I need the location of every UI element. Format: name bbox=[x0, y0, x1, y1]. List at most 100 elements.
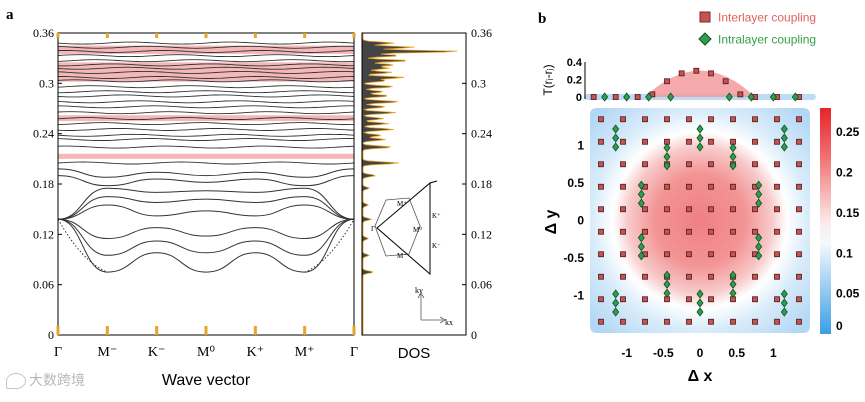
profile-y-axis: 0 0.2 0.4 bbox=[567, 57, 586, 104]
interlayer-marker-0-1 bbox=[598, 296, 604, 303]
intralayer-marker-11-1 bbox=[780, 133, 788, 143]
interlayer-marker-8-6 bbox=[774, 183, 780, 190]
intralayer-marker-13-0 bbox=[780, 307, 788, 317]
legend-intralayer-marker bbox=[698, 32, 712, 46]
flat-band-21 bbox=[57, 45, 355, 49]
k-point-marker-top-5 bbox=[303, 33, 307, 38]
k-point-marker-5 bbox=[303, 326, 307, 335]
interlayer-marker-1-1 bbox=[620, 296, 626, 303]
interlayer-marker-0-5 bbox=[598, 206, 604, 213]
heatmap-markers bbox=[598, 116, 802, 325]
heatmap-field bbox=[590, 108, 810, 333]
interlayer-marker-8-3 bbox=[774, 251, 780, 258]
interlayer-marker-2-8 bbox=[642, 138, 648, 145]
profile-interlayer-point-4 bbox=[664, 78, 670, 85]
heatmap-x-tick-label-1: -0.5 bbox=[653, 346, 674, 360]
interlayer-marker-4-4 bbox=[686, 228, 692, 235]
flat-band-18 bbox=[57, 59, 355, 63]
intralayer-marker-4-2 bbox=[755, 180, 763, 190]
dos-y-tick-label-3: 0.18 bbox=[471, 177, 492, 191]
heatmap-y-axis-label: Δ y bbox=[543, 209, 560, 234]
intralayer-marker-10-1 bbox=[612, 133, 620, 143]
interlayer-marker-4-3 bbox=[686, 251, 692, 258]
flat-band-10 bbox=[57, 94, 355, 98]
colorbar-tick-label-5: 0 bbox=[836, 319, 843, 333]
flat-band-17 bbox=[57, 63, 355, 67]
intralayer-marker-3-1 bbox=[637, 189, 645, 199]
flat-band-4 bbox=[57, 128, 355, 131]
flat-band-8 bbox=[57, 105, 354, 109]
intralayer-marker-6-2 bbox=[755, 233, 763, 243]
bz-hexagon bbox=[374, 197, 421, 257]
interlayer-marker-5-4 bbox=[708, 228, 714, 235]
profile-y-tick-label-2: 0.4 bbox=[567, 57, 583, 69]
colorbar-tick-label-4: 0.05 bbox=[836, 287, 860, 301]
k-point-label-2: K⁻ bbox=[148, 345, 166, 360]
band-k-axis: Γ M⁻ K⁻ M⁰ K⁺ M⁺ Γ bbox=[54, 33, 358, 360]
interlayer-marker-5-3 bbox=[708, 251, 714, 258]
interlayer-marker-4-2 bbox=[686, 273, 692, 280]
intralayer-marker-4-0 bbox=[755, 198, 763, 208]
heatmap-y-tick-label-3: -0.5 bbox=[563, 251, 584, 265]
heatmap-x-axis-label: Δ x bbox=[688, 368, 713, 385]
interlayer-marker-2-2 bbox=[642, 273, 648, 280]
band-y-tick-label-2: 0.12 bbox=[33, 227, 54, 241]
interlayer-marker-7-5 bbox=[752, 206, 758, 213]
interlayer-marker-0-9 bbox=[598, 116, 604, 123]
intralayer-marker-11-0 bbox=[780, 142, 788, 152]
band-lines bbox=[57, 41, 355, 273]
intralayer-marker-10-2 bbox=[612, 124, 620, 134]
interlayer-marker-6-5 bbox=[730, 206, 736, 213]
profile-interlayer-point-0 bbox=[590, 94, 597, 100]
dos-y-tick-label-2: 0.12 bbox=[471, 227, 492, 241]
interlayer-marker-4-1 bbox=[686, 296, 692, 303]
dos-y-axis: 0 0.06 0.12 0.18 0.24 0.3 0.36 bbox=[462, 26, 492, 342]
k-point-label-6: Γ bbox=[350, 345, 358, 360]
interlayer-marker-0-0 bbox=[598, 318, 604, 325]
intralayer-marker-2-0 bbox=[729, 161, 737, 171]
intralayer-marker-3-2 bbox=[637, 180, 645, 190]
profile-intralayer-point-4 bbox=[725, 92, 733, 102]
colorbar-ticks: 0.25 0.2 0.15 0.1 0.05 0 bbox=[836, 125, 860, 333]
interlayer-marker-8-0 bbox=[774, 318, 780, 325]
flat-band-2 bbox=[57, 138, 355, 141]
panel-b-label: b bbox=[538, 11, 546, 27]
profile-intralayer-point-6 bbox=[769, 92, 777, 102]
interlayer-marker-8-2 bbox=[774, 273, 780, 280]
interlayer-marker-5-6 bbox=[708, 183, 714, 190]
intralayer-marker-8-1 bbox=[696, 298, 704, 308]
shaded-band-3 bbox=[58, 45, 354, 54]
interlayer-marker-1-6 bbox=[620, 183, 626, 190]
interlayer-marker-0-8 bbox=[598, 138, 604, 145]
panel-a-label: a bbox=[6, 7, 14, 23]
inset-label-kx: kx bbox=[445, 318, 453, 327]
intralayer-marker-3-0 bbox=[637, 198, 645, 208]
interlayer-marker-4-8 bbox=[686, 138, 692, 145]
flat-band-16 bbox=[57, 66, 355, 70]
heatmap-y-tick-label-2: 0 bbox=[577, 214, 584, 228]
flat-band-12 bbox=[57, 85, 355, 89]
interlayer-marker-1-3 bbox=[620, 251, 626, 258]
coupling-profile-chart: 0 0.2 0.4 T(rᵢ-rⱼ) bbox=[541, 57, 816, 104]
k-point-marker-3 bbox=[204, 326, 208, 335]
interlayer-marker-3-6 bbox=[664, 183, 670, 190]
dispersive-band-6 bbox=[57, 175, 355, 187]
band-y-tick-label-5: 0.3 bbox=[39, 76, 54, 90]
intralayer-marker-5-2 bbox=[637, 233, 645, 243]
colorbar-tick-label-1: 0.2 bbox=[836, 166, 853, 180]
k-point-marker-top-0 bbox=[56, 33, 60, 38]
interlayer-marker-2-4 bbox=[642, 228, 648, 235]
interlayer-marker-1-4 bbox=[620, 228, 626, 235]
interlayer-marker-1-5 bbox=[620, 206, 626, 213]
intralayer-marker-1-2 bbox=[696, 124, 704, 134]
inset-label-ky: ky bbox=[415, 286, 423, 295]
dos-y-tick-label-4: 0.24 bbox=[471, 127, 492, 141]
dispersive-band-7 bbox=[57, 168, 355, 178]
band-y-tick-label-6: 0.36 bbox=[33, 26, 54, 40]
intralayer-marker-4-1 bbox=[755, 189, 763, 199]
interlayer-marker-2-9 bbox=[642, 116, 648, 123]
interlayer-marker-7-0 bbox=[752, 318, 758, 325]
k-point-label-5: M⁺ bbox=[295, 345, 315, 360]
profile-intralayer-point-0 bbox=[601, 92, 609, 102]
